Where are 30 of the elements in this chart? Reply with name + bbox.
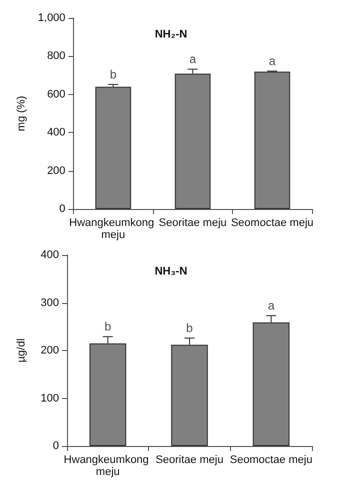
y-tick-label: 400 — [40, 249, 59, 261]
x-tick-label: Seomoctae meju — [230, 454, 312, 466]
y-tick-label: 400 — [47, 126, 66, 139]
y-tick-label: 200 — [47, 164, 66, 177]
y-tick-label: 1,000 — [38, 12, 66, 24]
bar — [254, 72, 290, 209]
y-tick-label: 0 — [59, 203, 66, 215]
y-tick-label: 300 — [40, 296, 59, 309]
y-axis-title: µg/dl — [16, 338, 28, 363]
y-tick-label: 800 — [47, 50, 66, 62]
annotation: b — [186, 321, 194, 336]
bar — [174, 74, 211, 209]
y-tick-label: 0 — [52, 440, 59, 452]
annotation: a — [268, 298, 275, 313]
annotation: b — [104, 320, 112, 334]
bar — [95, 86, 132, 209]
y-tick-label: 100 — [40, 392, 59, 404]
x-tick-label: Seomoctae meju — [230, 217, 314, 229]
annotation: a — [189, 52, 196, 66]
x-tick-label: Seoritae meju — [156, 454, 224, 466]
annotation: b — [110, 67, 117, 82]
y-axis-title: mg (%) — [16, 96, 28, 132]
text: NH₂-N — [154, 28, 188, 40]
annotation: a — [268, 54, 276, 68]
x-tick-label: Seoritae meju — [158, 217, 227, 229]
text: NH₃-N — [154, 266, 188, 278]
x-tick-label: Hwangkeumkong meju — [69, 217, 158, 241]
x-tick-label: Hwangkeumkong meju — [64, 454, 152, 478]
y-tick-label: 600 — [47, 88, 66, 100]
y-tick-label: 200 — [40, 344, 59, 356]
